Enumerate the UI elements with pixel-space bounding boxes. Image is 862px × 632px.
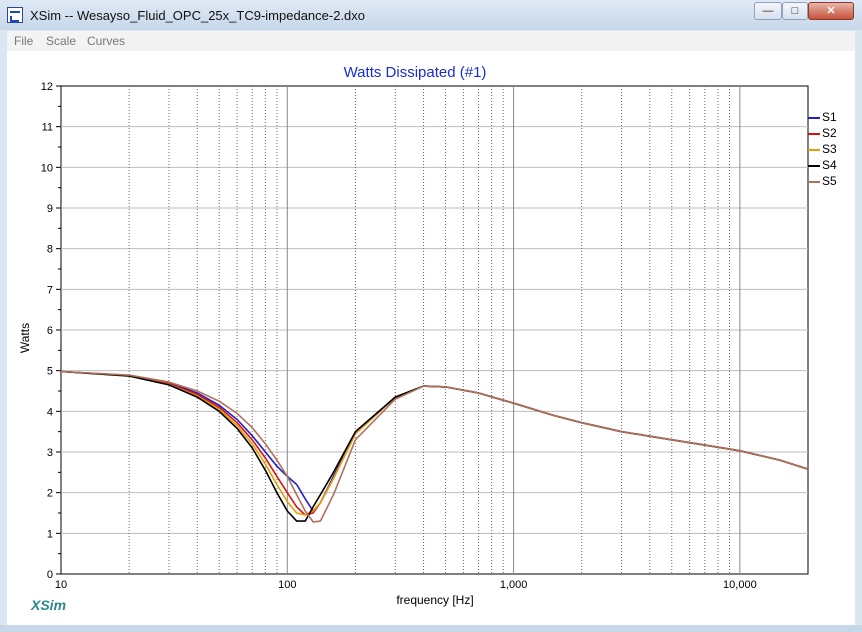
y-tick-label: 7 [47,284,53,296]
legend-item-s1[interactable]: S1 [808,110,848,126]
menu-curves[interactable]: Curves [87,34,126,48]
legend-item-s5[interactable]: S5 [808,174,848,190]
legend-swatch [808,181,820,183]
menu-bar: File Scale Curves [7,31,855,51]
legend-swatch [808,165,820,167]
y-tick-label: 11 [42,122,53,134]
xsim-brand-logo: XSim [31,597,67,613]
y-tick-label: 6 [47,325,53,337]
minimize-button[interactable]: — [754,2,782,20]
legend-item-s4[interactable]: S4 [808,158,848,174]
legend-swatch [808,149,820,151]
y-tick-label: 1 [47,528,53,540]
legend-label: S3 [822,142,837,156]
menu-file[interactable]: File [14,34,34,48]
y-tick-label: 9 [47,203,53,215]
x-tick-label: 10,000 [723,579,757,591]
legend-label: S2 [822,126,837,140]
series-line-s5 [60,370,809,523]
y-tick-label: 0 [47,569,53,581]
x-tick-label: 100 [278,579,296,591]
y-tick-label: 3 [47,447,53,459]
y-tick-label: 10 [41,162,53,174]
y-tick-label: 2 [47,488,53,500]
legend-label: S1 [822,110,837,124]
y-tick-label: 12 [41,81,53,93]
y-axis-label: Watts [18,322,32,354]
menu-scale[interactable]: Scale [46,34,77,48]
y-tick-label: 8 [47,244,53,256]
window-title: XSim -- Wesayso_Fluid_OPC_25x_TC9-impeda… [30,8,366,23]
y-tick-label: 5 [47,366,53,378]
legend-swatch [808,133,820,135]
legend-label: S4 [822,158,837,172]
legend-swatch [808,117,820,119]
legend-label: S5 [822,174,837,188]
window-frame-bottom [0,625,862,632]
chart-legend: S1 S2 S3 S4 S5 [808,110,848,190]
title-bar[interactable]: XSim -- Wesayso_Fluid_OPC_25x_TC9-impeda… [0,0,862,30]
x-axis-label: frequency [Hz] [396,593,474,607]
close-button[interactable]: ✕ [808,2,854,20]
legend-item-s3[interactable]: S3 [808,142,848,158]
maximize-button[interactable]: □ [782,2,808,20]
xsim-app-icon[interactable] [7,7,23,23]
x-tick-label: 10 [55,579,67,591]
chart-title: Watts Dissipated (#1) [343,64,487,81]
x-tick-label: 1,000 [500,579,528,591]
legend-item-s2[interactable]: S2 [808,126,848,142]
y-tick-label: 4 [47,406,53,418]
